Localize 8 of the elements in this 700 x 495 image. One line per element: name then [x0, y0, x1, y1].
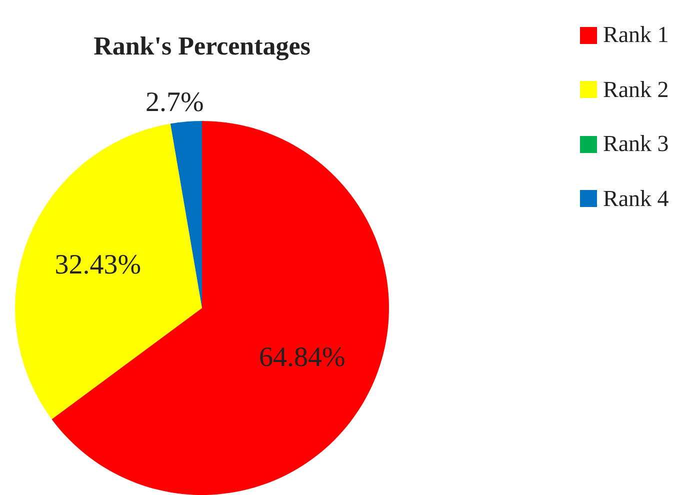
chart-title: Rank's Percentages	[94, 32, 310, 61]
data-label: 32.43%	[54, 250, 142, 281]
data-label: 2.7%	[145, 87, 204, 118]
legend-label: Rank 2	[603, 76, 669, 103]
legend-label: Rank 3	[603, 131, 669, 158]
legend-label: Rank 1	[603, 22, 669, 48]
legend-label: Rank 4	[603, 186, 669, 212]
data-label: 64.84%	[259, 342, 346, 373]
